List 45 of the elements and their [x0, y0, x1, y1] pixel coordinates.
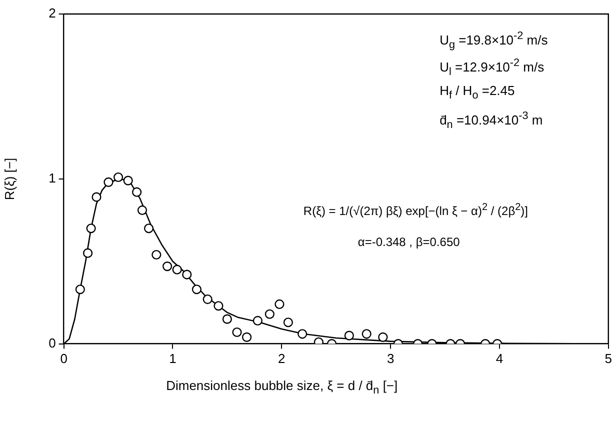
x-tick-label: 4 [496, 351, 504, 366]
annotation: H$_{f}$ / H$_{o}$ =2.45 [440, 83, 515, 102]
y-axis-title: R(ξ) [−] [2, 158, 17, 200]
point [132, 187, 142, 197]
point [123, 176, 133, 186]
x-tick-label: 0 [60, 351, 68, 366]
point [86, 224, 96, 234]
point [192, 284, 202, 294]
point [274, 299, 284, 310]
point [283, 318, 293, 328]
annotation: U$_{g}$ =19.8×10$^{-2}$ m/s [440, 30, 548, 52]
point [378, 332, 388, 342]
y-tick-label: 0 [48, 335, 56, 350]
point [172, 264, 182, 274]
point [298, 329, 308, 339]
x-tick-label: 3 [386, 351, 394, 366]
point [104, 177, 114, 187]
y-tick-label: 1 [48, 170, 56, 186]
point [242, 332, 252, 342]
point [344, 330, 354, 340]
point [137, 205, 148, 216]
point [264, 309, 274, 319]
x-tick-label: 5 [604, 351, 612, 366]
point [162, 261, 172, 272]
point [82, 248, 93, 258]
annotation: R(ξ) = 1/(√(2π) βξ) exp[−(ln ξ − α)$^{2}$ / (2β$^{2}$)] [303, 202, 528, 218]
annotation: U$_{l}$ =12.9×10$^{-2}$ m/s [440, 56, 544, 78]
y-tick-label: 2 [48, 6, 56, 21]
annotation: d̄$_{n}$ =10.94×10$^{-3}$ m [440, 110, 543, 131]
x-tick-label: 2 [278, 351, 286, 366]
point [75, 284, 85, 294]
point [362, 329, 372, 339]
point [182, 270, 192, 280]
point [252, 316, 262, 326]
point [92, 192, 102, 202]
point [222, 314, 232, 324]
point [144, 224, 154, 234]
point [202, 294, 212, 304]
point [214, 301, 224, 311]
annotation: α=-0.348 , β=0.650 [358, 234, 460, 249]
point [232, 327, 242, 338]
x-tick-label: 1 [169, 351, 176, 366]
x-axis-title: Dimensionless bubble size, ξ = d / d̄$_{n}$ [−] [166, 378, 398, 396]
point [113, 172, 124, 182]
point [152, 250, 162, 260]
